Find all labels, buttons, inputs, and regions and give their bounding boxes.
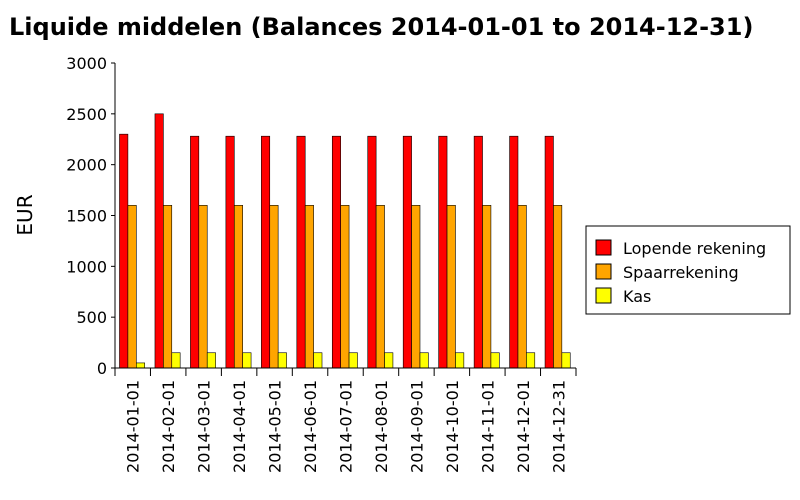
bar-spaarrekening-2014-12-31 [553,205,563,369]
bar-spaarrekening-2014-10-01 [446,205,456,369]
y-tick-label-3000: 3000 [66,54,107,73]
legend-swatch-kas [595,287,612,304]
bar-kas-2014-12-01 [526,352,536,369]
x-tick-label-2014-02-01: 2014-02-01 [159,380,178,473]
x-tick-label-2014-12-01: 2014-12-01 [514,380,533,473]
bar-kas-2014-08-01 [384,352,394,369]
bar-lopende-rekening-2014-09-01 [402,135,412,369]
legend-label-kas: Kas [623,287,651,306]
bar-lopende-rekening-2014-12-01 [509,135,519,369]
bar-spaarrekening-2014-01-01 [127,205,137,369]
x-tick-label-2014-05-01: 2014-05-01 [266,380,285,473]
bar-lopende-rekening-2014-03-01 [190,135,200,369]
bar-spaarrekening-2014-06-01 [304,205,314,369]
bar-lopende-rekening-2014-06-01 [296,135,306,369]
chart-title: Liquide middelen (Balances 2014-01-01 to… [9,13,753,41]
y-tick-label-0: 0 [97,359,107,378]
bar-lopende-rekening-2014-11-01 [473,135,483,369]
y-ticks-group: 0 500 1000 1500 2000 2500 3000 [66,54,115,378]
legend-swatch-spaarrekening [595,263,612,280]
bar-lopende-rekening-2014-05-01 [261,135,271,369]
bars-group [119,113,571,369]
bar-kas-2014-12-31 [561,352,571,369]
legend-swatch-lopende-rekening [595,239,612,256]
bar-kas-2014-07-01 [348,352,358,369]
bar-lopende-rekening-2014-07-01 [331,135,341,369]
bar-kas-2014-10-01 [455,352,465,369]
x-tick-label-2014-11-01: 2014-11-01 [478,380,497,473]
legend-label-lopende-rekening: Lopende rekening [623,239,766,258]
x-tick-label-2014-09-01: 2014-09-01 [407,380,426,473]
x-tick-label-2014-08-01: 2014-08-01 [372,380,391,473]
bar-kas-2014-04-01 [242,352,252,369]
bar-lopende-rekening-2014-10-01 [438,135,448,369]
x-tick-label-2014-04-01: 2014-04-01 [230,380,249,473]
bar-spaarrekening-2014-04-01 [233,205,243,369]
bar-lopende-rekening-2014-01-01 [119,133,129,369]
x-ticks-group: 2014-01-01 2014-02-01 2014-03-01 2014-04-01… [114,368,577,473]
x-tick-label-2014-12-31: 2014-12-31 [549,380,568,473]
legend: Lopende rekening Spaarrekening Kas [585,225,791,315]
x-tick-label-2014-10-01: 2014-10-01 [443,380,462,473]
x-tick-label-2014-07-01: 2014-07-01 [337,380,356,473]
bar-kas-2014-03-01 [206,352,216,369]
bar-lopende-rekening-2014-02-01 [154,113,164,369]
x-tick-label-2014-06-01: 2014-06-01 [301,380,320,473]
x-tick-label-2014-01-01: 2014-01-01 [124,380,143,473]
bar-kas-2014-01-01 [136,362,146,369]
bar-kas-2014-05-01 [277,352,287,369]
bar-kas-2014-06-01 [313,352,323,369]
y-tick-label-500: 500 [76,308,107,327]
bar-lopende-rekening-2014-12-31 [544,135,554,369]
y-tick-label-1500: 1500 [66,207,107,226]
x-tick-label-2014-03-01: 2014-03-01 [195,380,214,473]
y-axis-label: EUR [13,194,37,235]
bar-spaarrekening-2014-05-01 [269,205,279,369]
legend-box [585,225,791,315]
legend-label-spaarrekening: Spaarrekening [623,263,739,282]
bar-kas-2014-02-01 [171,352,181,369]
bar-spaarrekening-2014-09-01 [411,205,421,369]
bar-lopende-rekening-2014-08-01 [367,135,377,369]
bar-spaarrekening-2014-07-01 [340,205,350,369]
bar-spaarrekening-2014-03-01 [198,205,208,369]
bar-kas-2014-11-01 [490,352,500,369]
bar-spaarrekening-2014-08-01 [375,205,385,369]
y-tick-label-2500: 2500 [66,105,107,124]
y-tick-label-2000: 2000 [66,156,107,175]
bar-kas-2014-09-01 [419,352,429,369]
bar-lopende-rekening-2014-04-01 [225,135,235,369]
bar-spaarrekening-2014-02-01 [163,205,173,369]
y-tick-label-1000: 1000 [66,257,107,276]
bar-spaarrekening-2014-12-01 [517,205,527,369]
bar-spaarrekening-2014-11-01 [482,205,492,369]
